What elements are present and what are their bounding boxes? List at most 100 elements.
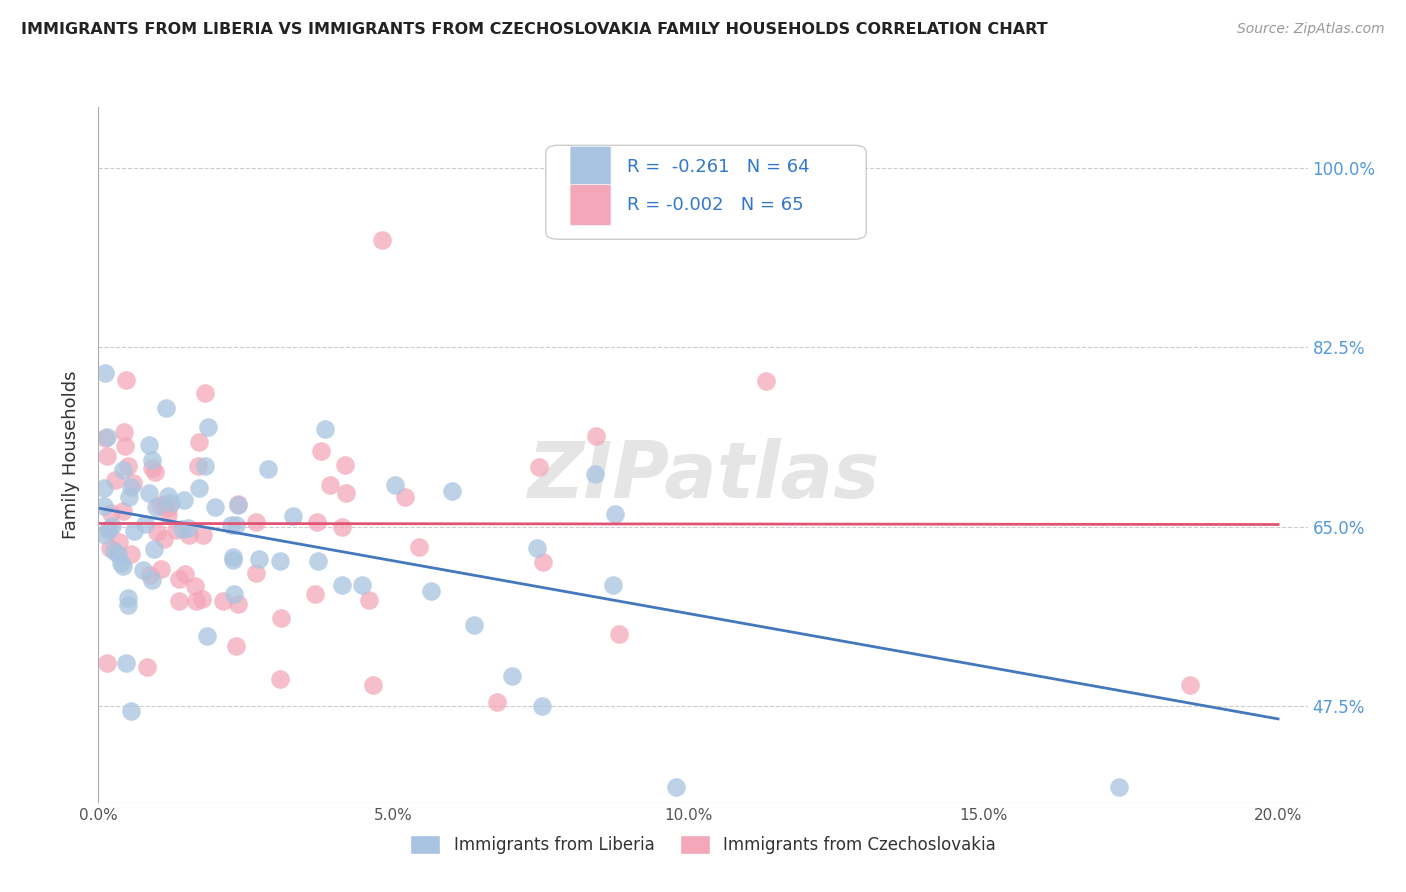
Point [212,594,235,608]
Point [93,499,115,513]
Point [270,611,292,625]
Point [1178,678,1201,692]
Point [204,500,226,514]
Point [153,497,176,511]
Point [531,555,554,569]
Point [170,522,193,536]
Point [173,492,195,507]
Point [350,578,373,592]
Point [98,541,121,555]
Point [441,483,464,498]
Point [96,656,118,670]
Point [97,523,120,537]
Point [107,547,129,561]
Point [188,435,211,450]
Point [585,467,607,481]
Text: R = -0.002   N = 65: R = -0.002 N = 65 [627,196,803,214]
Point [607,627,630,641]
Point [319,478,342,492]
Point [408,540,430,554]
Point [117,598,139,612]
Point [333,458,356,472]
Point [103,474,125,488]
Point [307,516,329,530]
Point [94,431,117,445]
Point [110,556,132,570]
Point [177,528,200,542]
Point [187,458,209,473]
Point [117,490,139,504]
Point [160,496,183,510]
Point [145,500,167,515]
Point [314,421,336,435]
Point [194,459,217,474]
Point [1108,780,1130,795]
Point [96,430,118,444]
Text: R =  -0.261   N = 64: R = -0.261 N = 64 [627,158,810,176]
Point [191,591,214,606]
Point [120,704,142,718]
Point [153,533,176,547]
Point [219,517,242,532]
Point [96,449,118,463]
Point [245,566,267,581]
Point [228,597,250,611]
Point [665,780,688,795]
Text: Source: ZipAtlas.com: Source: ZipAtlas.com [1237,22,1385,37]
Point [157,501,180,516]
Point [115,373,138,387]
Point [384,478,406,492]
Point [93,482,115,496]
Legend: Immigrants from Liberia, Immigrants from Czechoslovakia: Immigrants from Liberia, Immigrants from… [404,828,1002,861]
Point [165,524,187,538]
Point [138,438,160,452]
FancyBboxPatch shape [569,185,612,226]
Point [117,459,139,474]
Point [184,579,207,593]
Y-axis label: Family Households: Family Households [62,371,80,539]
Point [247,552,270,566]
Point [330,578,353,592]
Point [141,460,163,475]
Point [94,367,117,381]
Point [173,566,195,581]
Point [225,639,247,653]
Point [131,563,153,577]
Point [191,528,214,542]
Point [308,554,330,568]
Point [141,573,163,587]
Point [394,490,416,504]
FancyBboxPatch shape [546,145,866,239]
Point [149,562,172,576]
Point [226,498,249,512]
Point [304,587,326,601]
Point [146,524,169,539]
Point [143,465,166,479]
Point [225,518,247,533]
Point [501,669,523,683]
Point [169,594,191,608]
Point [136,660,159,674]
Point [419,583,441,598]
Point [269,554,291,568]
Point [111,504,134,518]
Point [155,401,177,415]
Point [120,547,142,561]
Text: IMMIGRANTS FROM LIBERIA VS IMMIGRANTS FROM CZECHOSLOVAKIA FAMILY HOUSEHOLDS CORR: IMMIGRANTS FROM LIBERIA VS IMMIGRANTS FR… [21,22,1047,37]
Point [122,524,145,538]
Point [139,568,162,582]
Point [100,507,122,521]
Point [117,591,139,606]
Point [527,460,550,475]
Point [309,444,332,458]
Point [112,558,135,573]
Point [531,698,554,713]
Point [188,482,211,496]
Point [120,480,142,494]
Point [112,463,135,477]
Point [149,498,172,512]
Point [112,425,135,440]
Point [602,578,624,592]
Point [370,233,392,247]
Point [485,695,508,709]
